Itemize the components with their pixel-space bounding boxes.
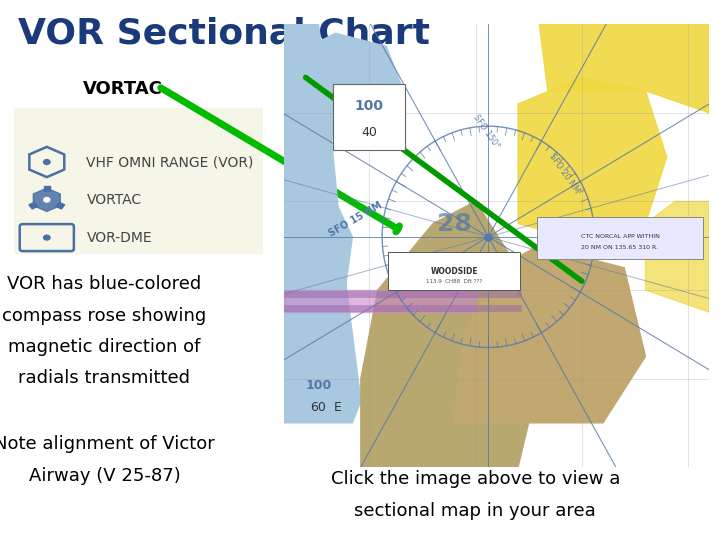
Circle shape bbox=[44, 235, 50, 240]
Text: VORTAC: VORTAC bbox=[86, 193, 142, 207]
Polygon shape bbox=[454, 246, 646, 423]
Text: Airway (V 25-87): Airway (V 25-87) bbox=[29, 467, 180, 485]
Text: SFO 150°: SFO 150° bbox=[472, 113, 501, 150]
FancyBboxPatch shape bbox=[14, 108, 263, 254]
Polygon shape bbox=[646, 201, 709, 312]
Text: VORTAC: VORTAC bbox=[83, 80, 163, 98]
Text: 60: 60 bbox=[310, 401, 326, 414]
Text: compass rose showing: compass rose showing bbox=[2, 307, 207, 325]
Polygon shape bbox=[539, 24, 709, 113]
Text: 100: 100 bbox=[355, 99, 384, 113]
Text: Note alignment of Victor: Note alignment of Victor bbox=[0, 435, 215, 453]
Text: SFO 20 NM: SFO 20 NM bbox=[548, 152, 582, 194]
FancyBboxPatch shape bbox=[389, 252, 520, 290]
Text: 28: 28 bbox=[437, 212, 472, 235]
Text: radials transmitted: radials transmitted bbox=[19, 369, 190, 387]
Polygon shape bbox=[284, 24, 361, 423]
FancyBboxPatch shape bbox=[537, 217, 703, 259]
Text: magnetic direction of: magnetic direction of bbox=[8, 338, 201, 356]
Polygon shape bbox=[44, 186, 50, 191]
Text: 40: 40 bbox=[361, 126, 377, 139]
Text: SFO 15 NM: SFO 15 NM bbox=[327, 200, 384, 239]
Text: CTC NORCAL APP WITHIN: CTC NORCAL APP WITHIN bbox=[580, 234, 660, 239]
Text: 113.9  CH88  Dft ???: 113.9 CH88 Dft ??? bbox=[426, 279, 482, 284]
Text: VOR Sectional Chart: VOR Sectional Chart bbox=[18, 16, 430, 50]
Polygon shape bbox=[284, 290, 476, 312]
FancyBboxPatch shape bbox=[333, 84, 405, 151]
Polygon shape bbox=[518, 77, 667, 246]
Polygon shape bbox=[29, 202, 37, 209]
Text: VOR has blue-colored: VOR has blue-colored bbox=[7, 275, 202, 293]
Circle shape bbox=[44, 160, 50, 164]
Text: Click the image above to view a: Click the image above to view a bbox=[330, 470, 620, 488]
Text: VHF OMNI RANGE (VOR): VHF OMNI RANGE (VOR) bbox=[86, 155, 253, 169]
Polygon shape bbox=[310, 33, 403, 148]
Text: WOODSIDE: WOODSIDE bbox=[431, 267, 478, 276]
Polygon shape bbox=[361, 201, 539, 467]
Polygon shape bbox=[56, 202, 65, 209]
Polygon shape bbox=[33, 188, 60, 212]
Text: VOR-DME: VOR-DME bbox=[86, 231, 152, 245]
Text: E: E bbox=[333, 401, 341, 414]
Circle shape bbox=[44, 198, 50, 202]
Text: 20 NM ON 135.65 310 R.: 20 NM ON 135.65 310 R. bbox=[582, 245, 659, 251]
Text: sectional map in your area: sectional map in your area bbox=[354, 502, 596, 520]
Polygon shape bbox=[284, 201, 352, 299]
Text: 100: 100 bbox=[305, 379, 331, 392]
